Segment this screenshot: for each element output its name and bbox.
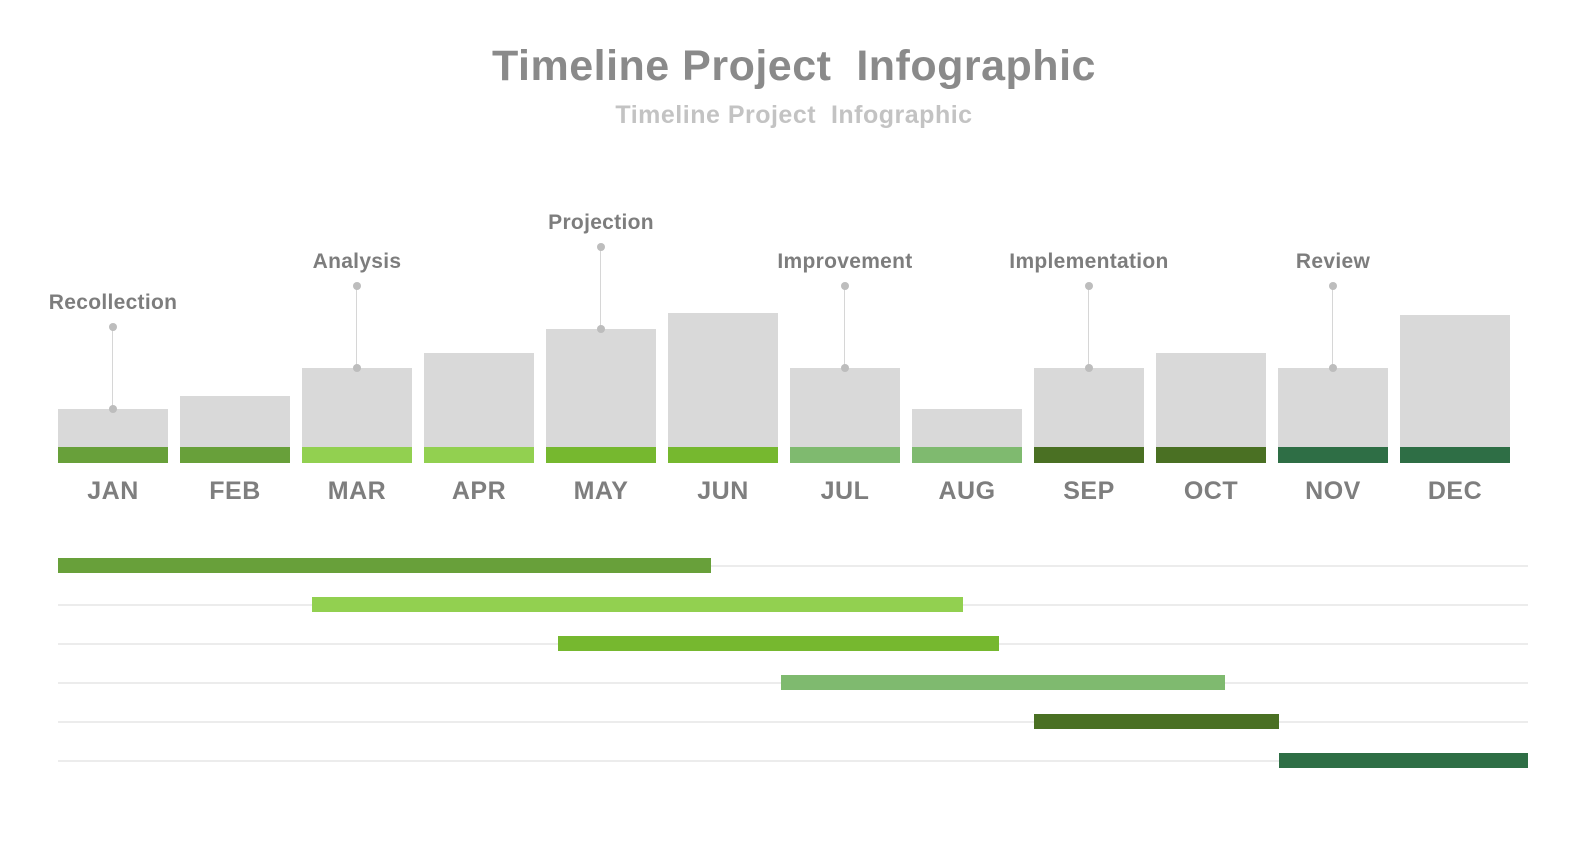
- infographic-subtitle: Timeline Project Infographic: [615, 101, 973, 129]
- gantt-bar: [311, 596, 964, 612]
- month-column: DEC: [1400, 233, 1510, 505]
- phase-label: Review: [1295, 250, 1371, 273]
- month-accent-strip: [302, 447, 412, 463]
- phase-leader-line: [1084, 282, 1093, 372]
- phase-leader-line: [596, 243, 605, 333]
- month-column: JUL Improvement: [777, 233, 912, 505]
- month-accent-strip: [1034, 447, 1144, 463]
- month-accent-strip: [180, 447, 290, 463]
- phase-leader-line: [108, 323, 117, 413]
- month-accent-strip: [790, 447, 900, 463]
- month-label: SEP: [1063, 477, 1115, 505]
- phase-leader-line: [352, 282, 361, 372]
- month-accent-strip: [424, 447, 534, 463]
- phase-label: Recollection: [48, 291, 178, 314]
- month-label: JUL: [820, 477, 870, 505]
- month-accent-strip: [1278, 447, 1388, 463]
- phase-leader-line: [840, 282, 849, 372]
- gantt-bar: [58, 557, 711, 573]
- gantt-row: [58, 585, 1528, 624]
- month-label: OCT: [1183, 477, 1239, 505]
- month-label: MAR: [327, 477, 387, 505]
- month-bar: [302, 368, 412, 447]
- month-bar: [1278, 368, 1388, 447]
- month-label: AUG: [938, 477, 996, 505]
- month-bar: [546, 329, 656, 447]
- month-bar-chart: JAN Recollection FEB MAR Analysis APR MAY Proje…: [49, 211, 1510, 505]
- month-accent-strip: [912, 447, 1022, 463]
- gantt-chart: [58, 546, 1528, 780]
- month-accent-strip: [546, 447, 656, 463]
- gantt-bar: [1279, 752, 1528, 768]
- month-column: MAY Projection: [546, 211, 656, 505]
- month-label: APR: [451, 477, 507, 505]
- phase-label: Implementation: [1009, 250, 1169, 273]
- month-accent-strip: [58, 447, 168, 463]
- gantt-bar: [780, 674, 1226, 690]
- month-bar: [790, 368, 900, 447]
- month-bar: [1034, 368, 1144, 447]
- month-column: MAR Analysis: [302, 233, 412, 505]
- month-label: MAY: [573, 477, 629, 505]
- gantt-bar: [557, 635, 999, 651]
- month-label: DEC: [1427, 477, 1483, 505]
- month-column: SEP Implementation: [1009, 233, 1168, 505]
- month-label: NOV: [1305, 477, 1361, 505]
- month-bar: [668, 313, 778, 447]
- month-column: FEB: [180, 233, 290, 505]
- month-column: AUG: [912, 233, 1022, 505]
- month-bar: [1400, 315, 1510, 447]
- month-bar: [180, 396, 290, 447]
- month-accent-strip: [1400, 447, 1510, 463]
- month-bar: [424, 353, 534, 447]
- phase-label: Improvement: [777, 250, 913, 273]
- month-bar: [912, 409, 1022, 447]
- month-label: JAN: [87, 477, 139, 505]
- month-column: NOV Review: [1278, 233, 1388, 505]
- month-column: JUN: [668, 233, 778, 505]
- month-column: OCT: [1156, 233, 1266, 505]
- gantt-bar: [1034, 713, 1280, 729]
- month-bar: [1156, 353, 1266, 447]
- month-bar: [58, 409, 168, 447]
- month-column: JAN Recollection: [49, 233, 177, 505]
- month-accent-strip: [1156, 447, 1266, 463]
- phase-label: Analysis: [312, 250, 402, 273]
- gantt-gridline: [58, 720, 1528, 723]
- gantt-row: [58, 546, 1528, 585]
- month-accent-strip: [668, 447, 778, 463]
- phase-label: Projection: [548, 211, 654, 234]
- gantt-row: [58, 702, 1528, 741]
- phase-leader-line: [1328, 282, 1337, 372]
- gantt-row: [58, 624, 1528, 663]
- infographic-title: Timeline Project Infographic: [492, 42, 1096, 90]
- gantt-row: [58, 741, 1528, 780]
- month-label: JUN: [697, 477, 749, 505]
- gantt-gridline: [58, 759, 1528, 762]
- gantt-gridline: [58, 564, 1528, 567]
- month-label: FEB: [209, 477, 261, 505]
- gantt-row: [58, 663, 1528, 702]
- month-column: APR: [424, 233, 534, 505]
